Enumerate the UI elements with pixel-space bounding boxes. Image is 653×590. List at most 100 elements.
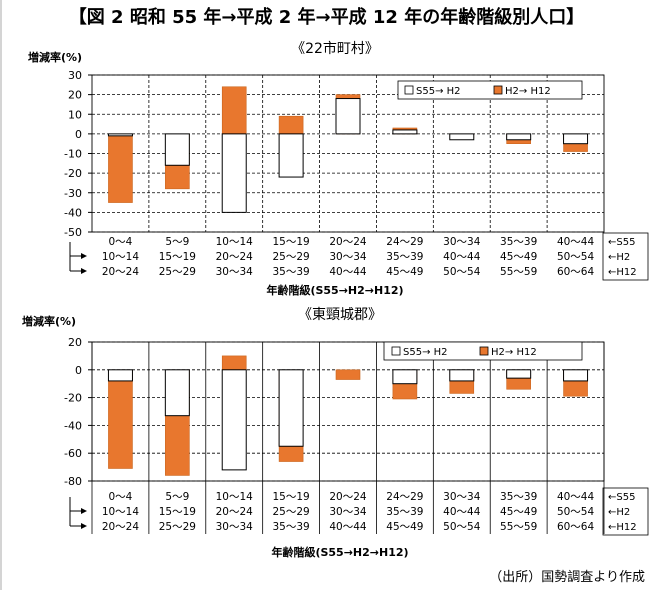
x-axis-label: 年齢階級(S55→H2→H12) bbox=[271, 545, 408, 559]
x-category-label: 10～14 bbox=[216, 491, 254, 503]
row-marker-label: ←H12 bbox=[608, 522, 637, 533]
x-category-label: 15～19 bbox=[159, 251, 196, 263]
plot-frame bbox=[91, 74, 605, 233]
chart-higashikubiki-district: 《東頸城郡》 増減率(%) 20 0 -20 -40 -60 -80 S55→ H2 H2→ H1… bbox=[22, 307, 649, 559]
bar-s55-h2 bbox=[164, 369, 190, 417]
x-category-label: 0～4 bbox=[109, 491, 133, 503]
flow-arrow-head bbox=[81, 523, 87, 529]
legend-label-s55-h2: S55→ H2 bbox=[416, 86, 461, 97]
x-category-label: 0～4 bbox=[109, 236, 133, 248]
x-category-label: 40～44 bbox=[557, 491, 595, 503]
x-category-label: 50～54 bbox=[557, 251, 595, 263]
legend-label-s55-h2: S55→ H2 bbox=[403, 347, 448, 358]
y-tick-label: -20 bbox=[64, 167, 82, 180]
x-category-label: 30～34 bbox=[329, 506, 367, 518]
x-category-label: 15～19 bbox=[159, 506, 196, 518]
x-axis-label: 年齢階級(S55→H2→H12) bbox=[266, 283, 403, 297]
x-category-label: 5～9 bbox=[165, 491, 189, 503]
x-category-label: 45～49 bbox=[500, 506, 537, 518]
x-category-label: 20～24 bbox=[102, 266, 140, 278]
x-category-label: 24～29 bbox=[386, 491, 423, 503]
y-tick-label: -40 bbox=[64, 419, 82, 432]
x-category-label: 50～54 bbox=[557, 506, 595, 518]
legend-label-h2-h12: H2→ H12 bbox=[505, 86, 551, 97]
y-axis-label: 増減率(%) bbox=[28, 50, 82, 64]
bar-h2-h12 bbox=[108, 369, 133, 469]
x-category-label: 5～9 bbox=[165, 236, 189, 248]
x-category-label: 45～49 bbox=[500, 251, 537, 263]
x-category-label: 40～44 bbox=[329, 266, 367, 278]
bar-s55-h2 bbox=[107, 133, 133, 137]
bar-s55-h2 bbox=[449, 133, 475, 141]
x-category-label: 30～34 bbox=[443, 236, 481, 248]
plot-area bbox=[88, 74, 605, 233]
x-category-label: 50～54 bbox=[443, 266, 481, 278]
x-category-label: 10～14 bbox=[102, 506, 140, 518]
legend-swatch-h2-h12 bbox=[479, 346, 489, 356]
bar-h2-h12 bbox=[221, 86, 247, 135]
row-marker-label: ←S55 bbox=[608, 237, 635, 248]
x-category-label: 40～44 bbox=[443, 251, 481, 263]
x-category-label: 35～39 bbox=[500, 236, 537, 248]
cohort-flow-arrows bbox=[69, 242, 87, 274]
x-category-label: 35～39 bbox=[272, 266, 309, 278]
y-tick-label: 20 bbox=[68, 89, 82, 102]
x-category-label: 40～44 bbox=[557, 236, 595, 248]
y-tick-label: -30 bbox=[64, 187, 82, 200]
source-note: （出所）国勢調査より作成 bbox=[489, 570, 645, 585]
x-category-label: 45～49 bbox=[386, 266, 423, 278]
chart-subtitle: 《東頸城郡》 bbox=[298, 307, 382, 323]
x-category-label: 25～29 bbox=[272, 251, 309, 263]
figure-title: 【図 2 昭和 55 年→平成 2 年→平成 12 年の年齢階級別人口】 bbox=[68, 7, 585, 28]
legend: S55→ H2 H2→ H12 bbox=[383, 341, 583, 361]
y-tick-label: 20 bbox=[68, 336, 82, 349]
x-category-label: 20～24 bbox=[329, 236, 367, 248]
x-category-label: 30～34 bbox=[216, 266, 254, 278]
y-tick-label: -10 bbox=[64, 148, 82, 161]
bar-s55-h2 bbox=[506, 369, 532, 379]
bar-s55-h2 bbox=[278, 369, 304, 447]
y-axis-label: 増減率(%) bbox=[22, 314, 76, 328]
x-category-label: 60～64 bbox=[557, 521, 595, 533]
y-tick-label: -40 bbox=[64, 206, 82, 219]
x-category-label: 25～29 bbox=[159, 521, 196, 533]
x-category-label: 50～54 bbox=[443, 521, 481, 533]
x-category-label: 20～24 bbox=[329, 491, 367, 503]
x-category-label: 10～14 bbox=[216, 236, 254, 248]
x-category-label: 55～59 bbox=[500, 266, 537, 278]
legend-swatch-s55-h2 bbox=[391, 346, 401, 356]
bar-h2-h12 bbox=[108, 133, 133, 203]
legend-swatch-h2-h12 bbox=[493, 85, 503, 95]
x-category-label: 30～34 bbox=[329, 251, 367, 263]
row-marker-box bbox=[602, 487, 649, 536]
bar-s55-h2 bbox=[449, 369, 475, 382]
x-category-label: 10～14 bbox=[102, 251, 140, 263]
bar-s55-h2 bbox=[221, 133, 247, 213]
bar-h2-h12 bbox=[278, 115, 304, 135]
y-tick-label: -20 bbox=[64, 392, 82, 405]
x-category-label: 35～39 bbox=[386, 506, 423, 518]
legend-swatch-s55-h2 bbox=[404, 85, 414, 95]
bar-h2-h12 bbox=[221, 355, 247, 371]
bar-s55-h2 bbox=[563, 369, 589, 382]
bar-s55-h2 bbox=[107, 369, 133, 382]
bar-s55-h2 bbox=[335, 98, 361, 135]
x-category-label: 20～24 bbox=[216, 506, 254, 518]
x-category-label: 60～64 bbox=[557, 266, 595, 278]
x-category-label: 45～49 bbox=[386, 521, 423, 533]
legend-label-h2-h12: H2→ H12 bbox=[491, 347, 537, 358]
bar-s55-h2 bbox=[563, 133, 589, 145]
plot-frame bbox=[91, 341, 605, 482]
bar-s55-h2 bbox=[506, 133, 532, 141]
bar-s55-h2 bbox=[221, 369, 247, 471]
chart-subtitle: 《22市町村》 bbox=[291, 40, 379, 57]
x-category-label: 24～29 bbox=[386, 236, 423, 248]
x-category-label: 25～29 bbox=[272, 506, 309, 518]
bar-s55-h2 bbox=[164, 133, 190, 166]
row-marker-label: ←H12 bbox=[608, 267, 637, 278]
x-category-label: 55～59 bbox=[500, 521, 537, 533]
y-tick-label: -60 bbox=[64, 447, 82, 460]
bar-s55-h2 bbox=[278, 133, 304, 178]
x-category-label: 15～19 bbox=[272, 236, 309, 248]
y-tick-label: 0 bbox=[75, 128, 82, 141]
